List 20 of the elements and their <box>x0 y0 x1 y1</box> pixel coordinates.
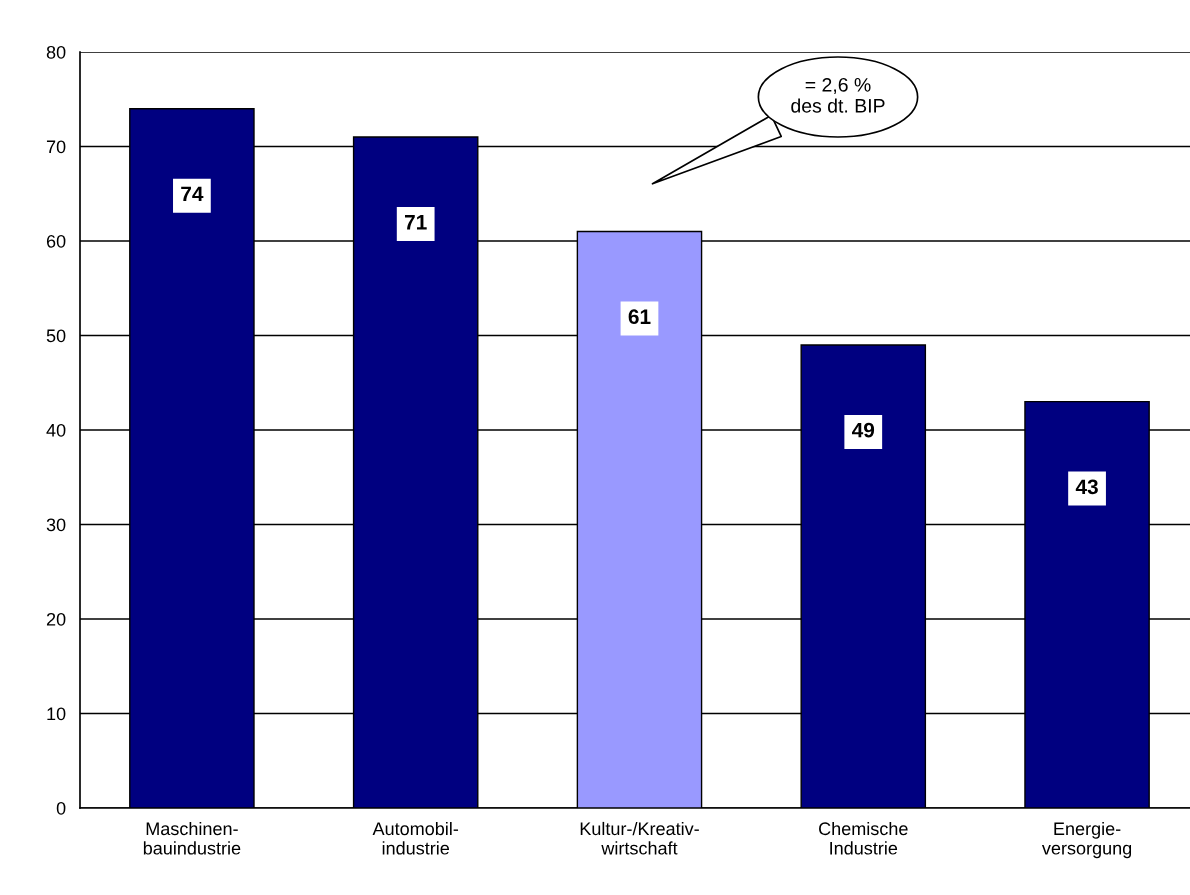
annotation: = 2,6 % des dt. BIP <box>791 77 885 113</box>
y-tick-label: 80 <box>46 45 66 59</box>
x-tick-label: Maschinen- bauindustrie <box>143 821 241 855</box>
y-tick-label: 20 <box>46 612 66 626</box>
x-tick-label: Automobil- industrie <box>372 821 459 855</box>
y-tick-label: 30 <box>46 518 66 532</box>
data-label: 71 <box>405 215 427 230</box>
x-tick-label: Energie- versorgung <box>1041 821 1132 859</box>
y-tick-label: 60 <box>46 234 66 248</box>
x-tick-label: Kultur-/Kreativ- wirtschaft <box>580 821 699 855</box>
data-label: 74 <box>181 186 204 202</box>
y-tick-label: 0 <box>56 801 66 815</box>
x-tick-label: Chemische Industrie <box>819 821 908 855</box>
data-label: 49 <box>852 422 875 438</box>
data-label: 43 <box>1075 479 1098 495</box>
y-tick-label: 40 <box>46 423 66 437</box>
y-tick-label: 10 <box>47 707 66 721</box>
y-tick-label: 50 <box>46 329 66 343</box>
y-tick-label: 70 <box>46 140 66 154</box>
data-label: 61 <box>628 309 651 325</box>
